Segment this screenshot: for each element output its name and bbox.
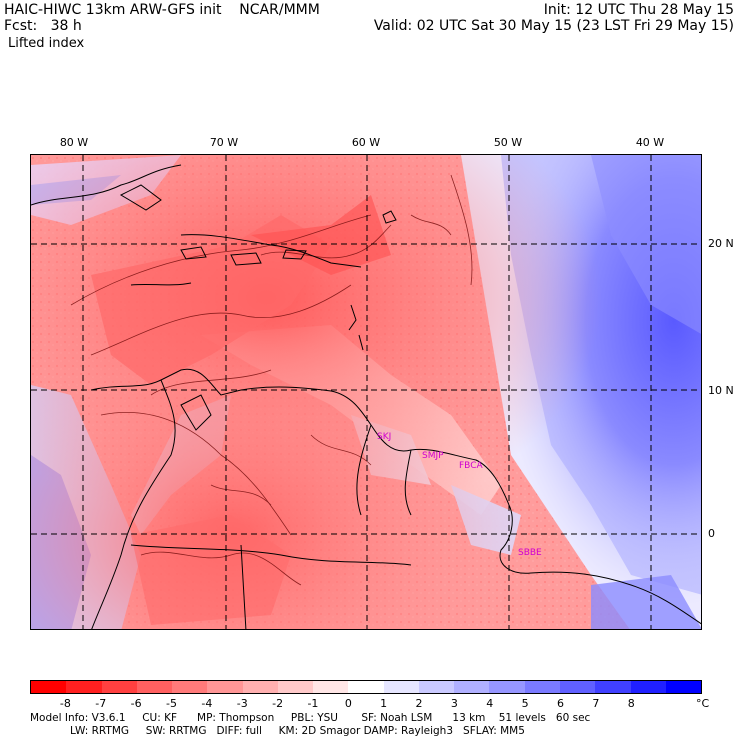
colorbar-swatch [665, 681, 702, 693]
colorbar-unit: °C [696, 697, 710, 710]
lon-label-70w: 70 W [209, 136, 239, 149]
colorbar-swatch [172, 681, 208, 693]
station-label-sbbe: SBBE [518, 548, 542, 558]
colorbar-swatch [348, 681, 384, 693]
colorbar-swatch [383, 681, 419, 693]
colorbar-swatch [101, 681, 137, 693]
colorbar-swatch [313, 681, 349, 693]
colorbar-tick-label: 7 [592, 697, 600, 710]
colorbar-tick-label: -8 [59, 697, 71, 710]
colorbar-tick-label: -4 [201, 697, 213, 710]
colorbar-swatch [277, 681, 314, 693]
colorbar-swatch [66, 681, 102, 693]
lat-label-10n: 10 N [708, 384, 734, 397]
lifted-index-field [31, 155, 701, 629]
colorbar-swatch [595, 681, 631, 693]
lat-label-0: 0 [708, 527, 715, 540]
colorbar-tick-label: 4 [486, 697, 494, 710]
colorbar-tick-label: 8 [627, 697, 635, 710]
colorbar-tick-label: -2 [272, 697, 284, 710]
colorbar-swatch [454, 681, 490, 693]
colorbar-tick-label: -7 [95, 697, 107, 710]
lon-label-60w: 60 W [351, 136, 381, 149]
map-panel [30, 154, 702, 630]
colorbar-swatch [136, 681, 173, 693]
colorbar-tick-label: 0 [344, 697, 352, 710]
colorbar [30, 680, 702, 694]
lat-label-20n: 20 N [708, 237, 734, 250]
colorbar-swatch [418, 681, 455, 693]
colorbar-tick-label: -5 [165, 697, 177, 710]
init-time: Init: 12 UTC Thu 28 May 15 [543, 2, 734, 18]
colorbar-swatch [630, 681, 666, 693]
colorbar-tick-label: 3 [450, 697, 458, 710]
title-left-line1: HAIC-HIWC 13km ARW-GFS init NCAR/MMM [4, 2, 320, 18]
colorbar-tick-label: -1 [307, 697, 319, 710]
lon-label-80w: 80 W [59, 136, 89, 149]
colorbar-tick-label: 2 [415, 697, 423, 710]
colorbar-swatch [559, 681, 596, 693]
model-info-line1: Model Info: V3.6.1 CU: KF MP: Thompson P… [30, 712, 591, 724]
colorbar-tick-label: -3 [236, 697, 248, 710]
colorbar-swatch [489, 681, 525, 693]
model-info-line2: LW: RRTMG SW: RRTMG DIFF: full KM: 2D Sm… [30, 725, 525, 737]
station-label-skj: SKJ [377, 432, 392, 442]
station-label-smjp: SMJP [422, 451, 444, 461]
colorbar-swatch [242, 681, 278, 693]
station-label-fbca: FBCA [459, 461, 483, 471]
valid-time: Valid: 02 UTC Sat 30 May 15 (23 LST Fri … [373, 18, 734, 34]
colorbar-swatch [31, 681, 67, 693]
colorbar-swatch [207, 681, 243, 693]
colorbar-tick-label: 6 [557, 697, 565, 710]
lon-label-40w: 40 W [635, 136, 665, 149]
colorbar-tick-label: 1 [380, 697, 388, 710]
colorbar-tick-label: -6 [130, 697, 142, 710]
colorbar-tick-label: 5 [521, 697, 529, 710]
forecast-hour: Fcst: 38 h [4, 18, 82, 34]
lon-label-50w: 50 W [493, 136, 523, 149]
colorbar-swatch [524, 681, 560, 693]
field-name: Lifted index [8, 36, 85, 51]
